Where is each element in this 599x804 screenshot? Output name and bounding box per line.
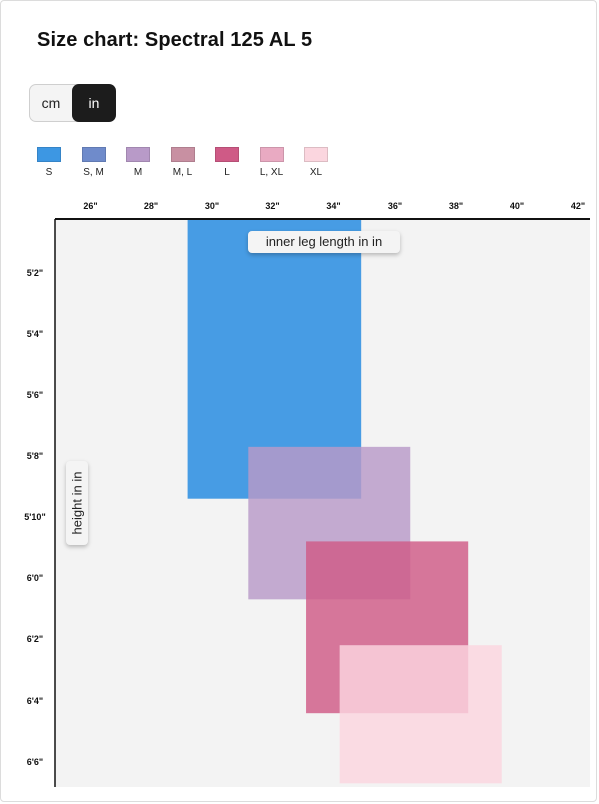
legend-item: L, XL: [250, 147, 294, 178]
y-tick-label: 5'4": [27, 329, 43, 339]
legend-item: S, M: [72, 147, 116, 178]
legend-swatch: [259, 147, 284, 162]
legend-item: M: [116, 147, 160, 178]
legend-swatch: [81, 147, 106, 162]
x-tick-label: 40": [510, 201, 524, 211]
legend-swatch: [126, 147, 150, 162]
x-axis-label: inner leg length in in: [248, 231, 400, 253]
unit-cm-button[interactable]: cm: [41, 95, 61, 111]
size-region-xl: [339, 645, 502, 784]
legend-label: XL: [309, 167, 323, 178]
legend-swatch: [215, 147, 239, 162]
legend-label: M: [133, 167, 143, 178]
legend-label: L: [224, 167, 230, 178]
legend-label: S: [45, 167, 53, 178]
y-axis-label: height in in: [66, 461, 88, 545]
legend-label: S, M: [83, 167, 104, 178]
page-title: Size chart: Spectral 125 AL 5: [37, 29, 313, 51]
y-tick-label: 6'0": [27, 573, 43, 583]
x-tick-label: 32": [265, 201, 279, 211]
unit-in-button[interactable]: in: [72, 84, 116, 122]
y-tick-label: 6'2": [27, 634, 43, 644]
x-tick-label: 26": [83, 201, 97, 211]
y-tick-label: 5'2": [27, 268, 43, 278]
x-tick-label: 30": [205, 201, 219, 211]
legend-item: L: [205, 147, 249, 178]
legend-swatch: [170, 147, 195, 162]
y-tick-label: 6'4": [27, 696, 43, 706]
x-tick-label: 38": [449, 201, 463, 211]
y-tick-label: 5'6": [27, 390, 43, 400]
legend-swatch: [37, 147, 61, 162]
x-tick-label: 36": [388, 201, 402, 211]
x-tick-label: 28": [144, 201, 158, 211]
y-tick-label: 5'8": [27, 451, 43, 461]
legend-label: M, L: [172, 167, 193, 178]
legend-item: XL: [294, 147, 338, 178]
legend-label: L, XL: [259, 167, 284, 178]
y-axis-label-text: height in in: [69, 471, 85, 535]
legend-item: S: [27, 147, 71, 178]
y-tick-label: 6'6": [27, 757, 43, 767]
unit-toggle[interactable]: cm in: [29, 84, 116, 122]
y-tick-label: 5'10": [24, 512, 45, 522]
x-tick-label: 42": [571, 201, 585, 211]
legend-item: M, L: [161, 147, 205, 178]
x-tick-label: 34": [326, 201, 340, 211]
legend-swatch: [304, 147, 328, 162]
